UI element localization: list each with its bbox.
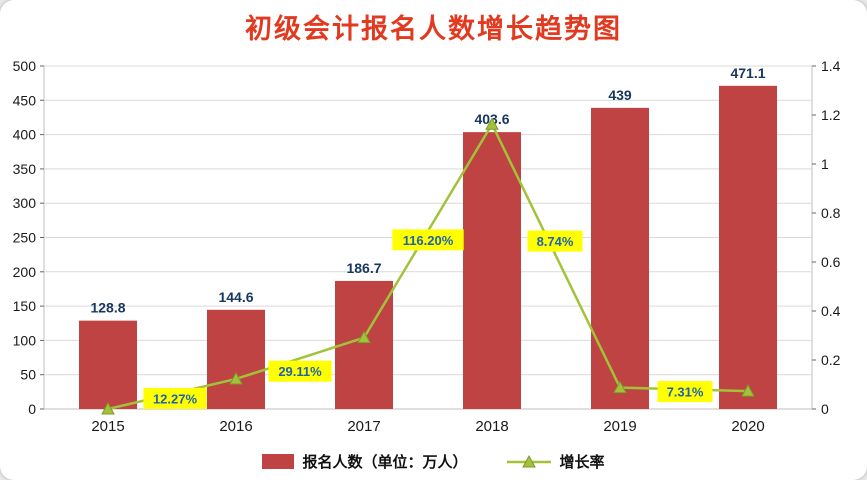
bar: [719, 85, 777, 409]
right-axis-tick-label: 0.2: [821, 352, 841, 368]
bar: [207, 309, 265, 409]
left-axis-tick-label: 500: [13, 58, 37, 74]
x-axis-category-label: 2016: [219, 418, 252, 435]
x-axis-category-label: 2019: [603, 418, 636, 435]
x-axis-category-label: 2020: [731, 418, 764, 435]
line-marker-icon: [613, 380, 627, 394]
right-axis-tick-label: 0: [821, 401, 829, 417]
x-axis-category-label: 2017: [347, 418, 380, 435]
line-marker-icon: [485, 117, 499, 130]
left-axis-tick-label: 150: [13, 298, 37, 314]
legend-item-line-series: 增长率: [506, 451, 605, 472]
right-axis-tick-label: 1.2: [821, 107, 841, 123]
right-axis-tick-label: 1.4: [821, 58, 841, 74]
legend-label-line-series: 增长率: [559, 454, 605, 471]
trend-chart: 0 50 100 150 200 250 300 350 400 450 500 0 0.2 0.4 0.6…: [13, 58, 841, 435]
right-axis-tick-label: 0.4: [821, 303, 841, 319]
bar-value-label: 439: [608, 87, 632, 103]
growth-rate-label: 7.31%: [667, 385, 704, 400]
bar-value-label: 186.7: [346, 260, 381, 276]
left-axis-tick-label: 100: [13, 332, 37, 348]
legend-label-bar-series: 报名人数（单位：万人）: [302, 454, 468, 471]
right-axis-tick-label: 0.8: [821, 205, 841, 221]
line-marker-icon: [357, 330, 371, 344]
left-axis-tick-label: 450: [13, 92, 37, 108]
left-axis-tick-label: 200: [13, 264, 37, 280]
line-marker-icon: [229, 371, 243, 385]
growth-rate-label: 116.20%: [403, 233, 454, 248]
growth-rate-label-bg: [527, 230, 583, 252]
right-axis-tick-label: 0.6: [821, 254, 841, 270]
bar-value-label: 144.6: [218, 289, 253, 305]
line-marker-icon: [101, 401, 115, 415]
x-axis-category-label: 2015: [91, 418, 124, 435]
chart-title: 初级会计报名人数增长趋势图: [245, 14, 622, 44]
legend: 报名人数（单位：万人） 增长率: [0, 451, 867, 472]
line-marker-icon: [741, 384, 755, 397]
left-axis-tick-label: 300: [13, 195, 37, 211]
left-axis-tick-label: 400: [13, 127, 37, 143]
left-axis-tick-label: 350: [13, 161, 37, 177]
bar-series-swatch-icon: [262, 454, 295, 469]
growth-rate-label-bg: [268, 360, 332, 382]
growth-rate-label-bg: [143, 387, 207, 409]
left-axis-tick-label: 0: [28, 401, 36, 417]
growth-rate-label: 12.27%: [153, 391, 198, 406]
left-axis-tick-label: 50: [20, 367, 36, 383]
bar: [463, 132, 521, 409]
growth-rate-label-bg: [392, 229, 464, 251]
right-axis-tick-label: 1: [821, 156, 829, 172]
bar: [591, 107, 649, 409]
left-axis-tick-label: 250: [13, 230, 37, 246]
growth-rate-label: 8.74%: [537, 234, 574, 249]
growth-rate-label-bg: [657, 381, 713, 403]
bar: [79, 320, 137, 409]
legend-item-bar-series: 报名人数（单位：万人）: [262, 451, 468, 472]
line-series-swatch-icon: [506, 454, 551, 467]
x-axis-category-label: 2018: [475, 418, 508, 435]
bar-value-label: 128.8: [90, 300, 125, 316]
bar-value-label: 471.1: [730, 65, 765, 81]
growth-rate-label: 29.11%: [278, 364, 322, 379]
